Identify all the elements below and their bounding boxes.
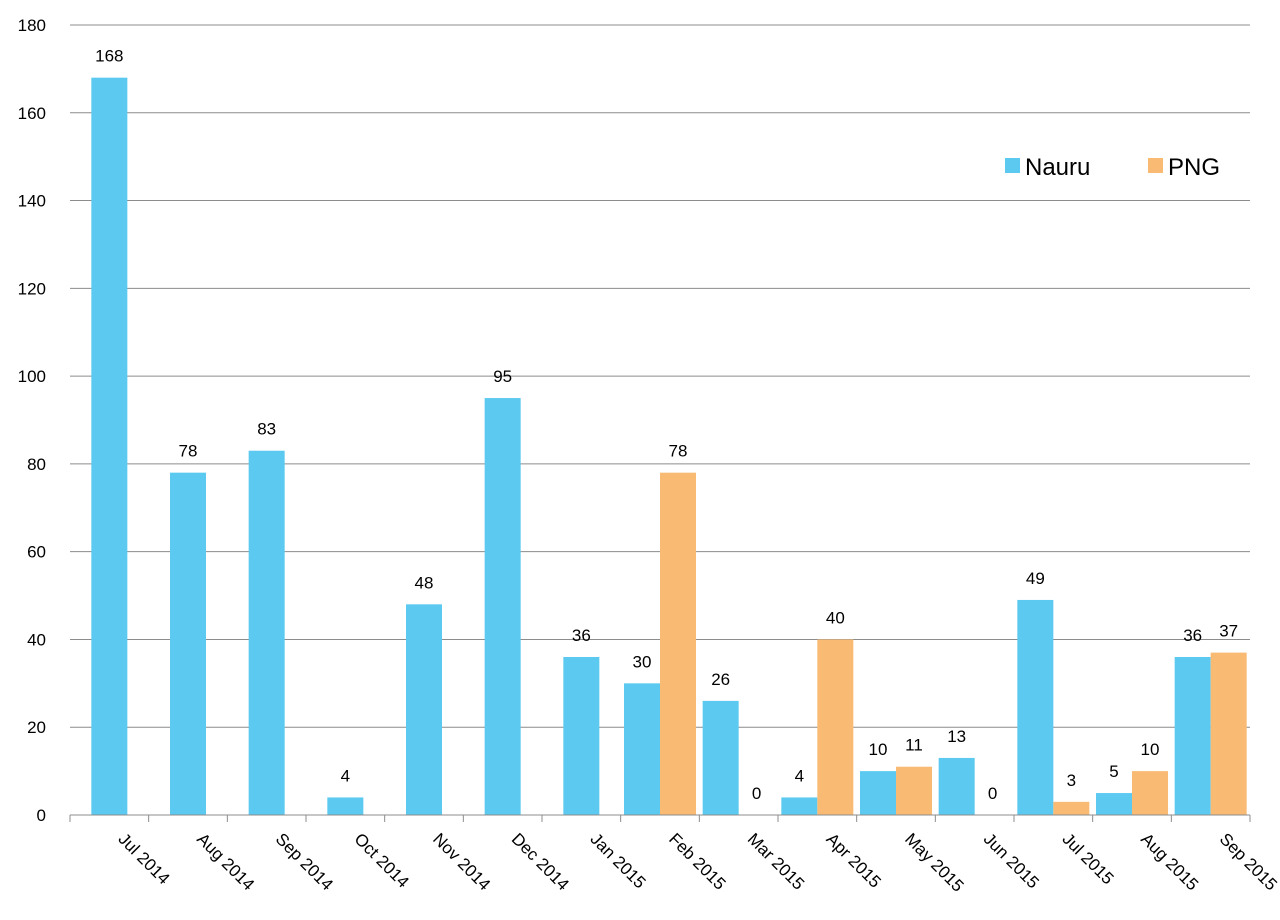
bar-png [817,639,854,815]
bar-nauru [702,700,739,815]
x-tick-label: Jan 2015 [587,829,650,892]
y-axis: 0 20 40 60 80 100 120 140 160 180 [18,16,46,825]
legend-label-nauru: Nauru [1025,154,1090,181]
y-tick-label: 80 [27,455,46,474]
legend-label-png: PNG [1168,154,1220,181]
data-label-nauru: 26 [711,670,730,689]
y-tick-label: 20 [27,718,46,737]
x-tick-label: Sep 2014 [272,829,337,894]
bar-png [1132,771,1168,815]
bar-nauru [1017,599,1054,815]
data-label-png: 0 [752,784,761,803]
data-label-nauru: 4 [795,766,804,785]
bar-png [660,472,696,815]
legend: Nauru PNG [1005,154,1220,181]
data-label-png: 37 [1219,622,1238,641]
x-tick-label: Jul 2014 [115,829,174,888]
x-tick-label: Aug 2014 [193,829,258,894]
data-label-nauru: 168 [95,47,123,66]
y-tick-label: 180 [18,16,46,35]
data-label-png: 10 [1141,740,1160,759]
x-tick-label: Dec 2014 [508,829,573,894]
bar-nauru [624,683,660,815]
data-label-nauru: 78 [179,442,198,461]
bar-nauru [860,771,896,815]
data-label-nauru: 4 [341,766,350,785]
x-tick-label: Jun 2015 [980,829,1043,892]
bar-nauru [781,797,818,815]
data-label-nauru: 10 [869,740,888,759]
bar-nauru [938,757,975,815]
bar-png [896,766,932,815]
legend-swatch-nauru [1005,158,1020,173]
x-tick-label: Mar 2015 [744,829,808,893]
y-tick-label: 0 [37,806,46,825]
data-label-png: 11 [905,736,923,755]
x-tick-label: Nov 2014 [429,829,494,894]
data-label-png: 3 [1067,771,1076,790]
bar-nauru [484,398,521,815]
x-axis: Jul 2014 Aug 2014 Sep 2014 Oct 2014 Nov 2014… [69,814,1280,896]
y-tick-label: 140 [18,192,46,211]
x-tick-label: Oct 2014 [351,829,413,891]
y-tick-label: 160 [18,104,46,123]
bar-nauru [170,472,206,815]
x-tick-label: Aug 2015 [1137,829,1202,894]
data-label-nauru: 48 [415,573,434,592]
y-tick-label: 40 [27,630,46,649]
bar-nauru [406,604,442,815]
x-tick-label: Sep 2015 [1216,829,1280,894]
data-label-png: 78 [669,442,688,461]
x-tick-label: Jul 2015 [1059,829,1118,888]
y-tick-label: 100 [18,367,46,386]
bar-nauru [1096,793,1132,815]
data-label-nauru: 36 [572,626,591,645]
data-label-nauru: 83 [257,420,276,439]
data-label-nauru: 5 [1109,762,1118,781]
legend-swatch-png [1148,158,1163,173]
bar-png [1210,652,1247,815]
data-label-png: 0 [988,784,997,803]
data-label-nauru: 36 [1183,626,1202,645]
bar-nauru [1174,657,1211,815]
data-label-nauru: 30 [633,652,652,671]
x-tick-label: May 2015 [901,829,967,895]
bar-nauru [91,77,128,815]
data-label-nauru: 49 [1026,569,1045,588]
y-tick-label: 60 [27,543,46,562]
data-label-nauru: 95 [493,367,512,386]
bar-nauru [248,450,285,815]
bars [91,77,1247,815]
bar-nauru [563,657,600,815]
data-label-png: 40 [826,608,845,627]
y-tick-label: 120 [18,279,46,298]
x-tick-label: Feb 2015 [665,829,729,893]
data-labels: 168 78 83 4 48 95 36 30 78 26 0 4 40 10 11 13 0 49 3 5 10 36 3… [95,47,1238,803]
x-tick-label: Apr 2015 [823,829,885,891]
bar-nauru [327,797,364,815]
data-label-nauru: 13 [947,727,966,746]
bar-png [1053,801,1090,815]
